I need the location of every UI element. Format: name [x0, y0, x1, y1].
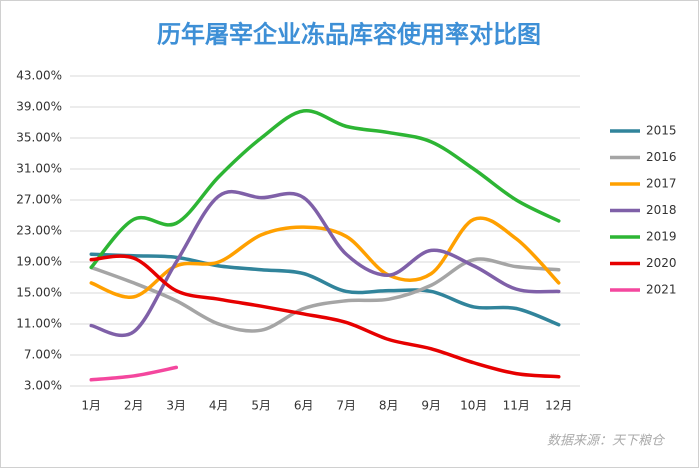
- y-tick-label: 39.00%: [16, 100, 62, 114]
- x-tick-label: 2月: [124, 399, 144, 413]
- series-line: [89, 252, 561, 327]
- y-tick-label: 3.00%: [24, 379, 62, 393]
- y-tick-label: 43.00%: [16, 69, 62, 83]
- series-line: [89, 365, 178, 382]
- legend-label: 2019: [646, 230, 677, 244]
- legend-label: 2018: [646, 203, 677, 217]
- x-tick-label: 11月: [503, 399, 530, 413]
- series-line: [89, 109, 561, 270]
- x-tick-label: 3月: [166, 399, 186, 413]
- chart-title: 历年屠宰企业冻品库容使用率对比图: [157, 20, 541, 49]
- y-tick-label: 15.00%: [16, 286, 62, 300]
- x-tick-label: 6月: [294, 399, 314, 413]
- series-line: [89, 254, 561, 379]
- y-tick-label: 27.00%: [16, 193, 62, 207]
- y-tick-label: 7.00%: [24, 348, 62, 362]
- y-tick-label: 35.00%: [16, 131, 62, 145]
- x-tick-label: 7月: [336, 399, 356, 413]
- x-tick-label: 10月: [460, 399, 487, 413]
- x-tick-label: 4月: [209, 399, 229, 413]
- series-line: [89, 257, 561, 333]
- source-note: 数据来源：天下粮仓: [547, 434, 666, 449]
- y-tick-label: 23.00%: [16, 224, 62, 238]
- x-tick-label: 5月: [251, 399, 271, 413]
- legend-label: 2021: [646, 283, 677, 297]
- y-tick-label: 19.00%: [16, 255, 62, 269]
- x-tick-label: 1月: [81, 399, 101, 413]
- y-tick-label: 31.00%: [16, 162, 62, 176]
- legend-label: 2020: [646, 256, 677, 270]
- y-tick-label: 11.00%: [16, 317, 62, 331]
- x-tick-label: 9月: [421, 399, 441, 413]
- legend-label: 2016: [646, 150, 677, 164]
- series-line: [89, 190, 561, 338]
- x-tick-label: 12月: [545, 399, 572, 413]
- legend-label: 2017: [646, 177, 677, 191]
- x-tick-label: 8月: [379, 399, 399, 413]
- legend-label: 2015: [646, 124, 677, 138]
